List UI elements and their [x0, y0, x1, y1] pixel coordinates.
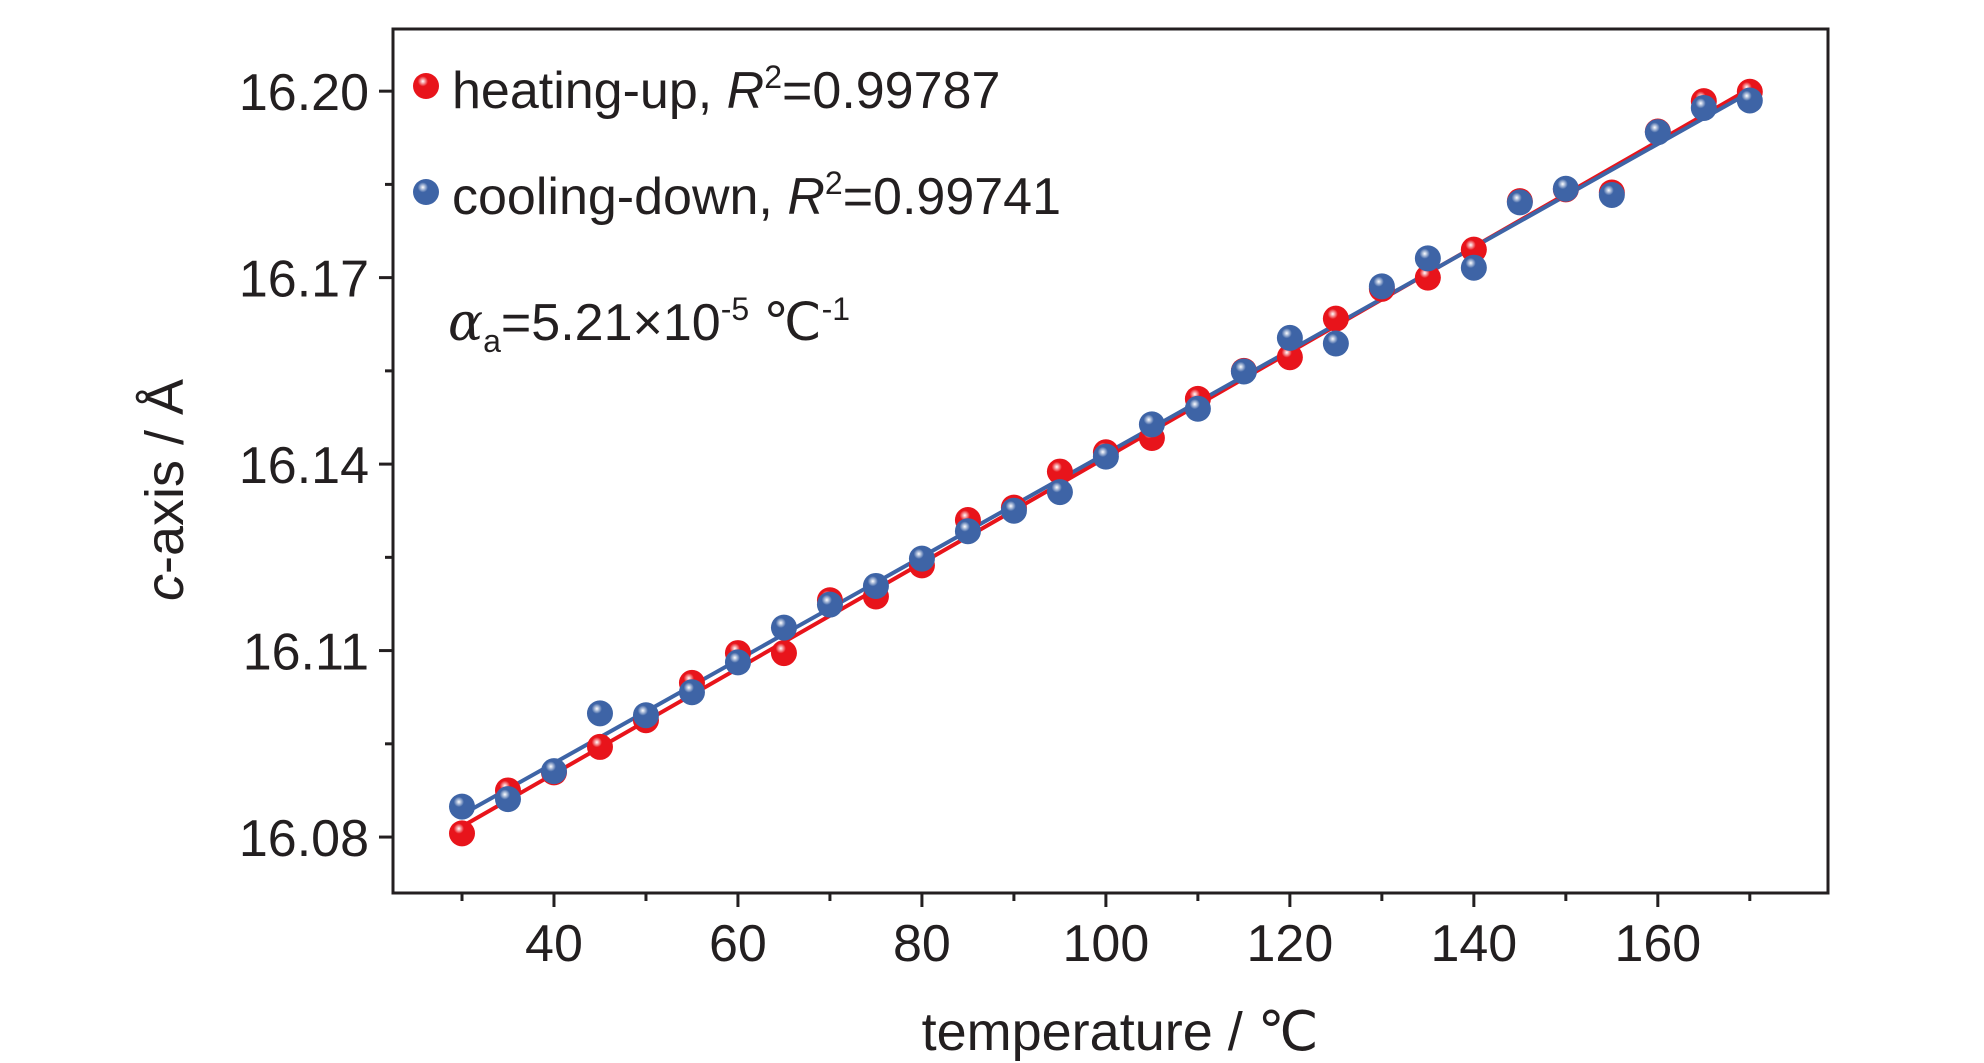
axes: 40 60 80 100 120 140 160 16.08 16.11 16.14 16.17 16… [239, 27, 1830, 973]
x-tick-label: 40 [525, 915, 583, 973]
y-tick-label: 16.08 [239, 810, 369, 868]
data-point-cooling-down [1000, 497, 1027, 524]
data-point-cooling-down [1552, 175, 1579, 202]
data-point-cooling-down [908, 545, 935, 572]
expansion-coefficient-annotation: αa=5.21×10-5 ℃-1 [448, 291, 850, 359]
data-point-heating-up [586, 733, 613, 760]
data-point-cooling-down [586, 700, 613, 727]
data-point-cooling-down [816, 591, 843, 618]
data-point-cooling-down [1276, 324, 1303, 351]
series-cooling-down [448, 87, 1763, 820]
legend-label-heating-up: heating-up, R2=0.99787 [452, 59, 1000, 120]
data-point-cooling-down [1736, 87, 1763, 114]
data-point-cooling-down [1460, 254, 1487, 281]
data-point-cooling-down [1184, 395, 1211, 422]
x-tick-label: 100 [1063, 915, 1150, 973]
y-tick-label: 16.11 [243, 624, 369, 682]
legend-marker-heating-up [413, 73, 439, 99]
data-point-cooling-down [1230, 358, 1257, 385]
x-tick-label: 80 [893, 915, 951, 973]
legend-label-cooling-down: cooling-down, R2=0.99741 [452, 165, 1061, 226]
data-point-cooling-down [770, 614, 797, 641]
y-tick-label: 16.17 [239, 251, 369, 309]
data-point-cooling-down [1322, 330, 1349, 357]
data-point-cooling-down [1092, 443, 1119, 470]
y-tick-label: 16.20 [239, 64, 369, 122]
data-point-cooling-down [954, 518, 981, 545]
data-point-cooling-down [1644, 119, 1671, 146]
data-point-cooling-down [1368, 273, 1395, 300]
data-point-cooling-down [724, 649, 751, 676]
data-point-cooling-down [448, 793, 475, 820]
legend: heating-up, R2=0.99787 cooling-down, R2=… [413, 59, 1061, 226]
y-axis-title: c-axis / Å [135, 379, 195, 601]
data-point-heating-up [1046, 458, 1073, 485]
data-points [448, 78, 1763, 847]
data-point-cooling-down [1506, 189, 1533, 216]
x-tick-label: 140 [1430, 915, 1517, 973]
data-point-cooling-down [678, 679, 705, 706]
data-point-cooling-down [862, 572, 889, 599]
x-tick-label: 120 [1246, 915, 1333, 973]
data-point-heating-up [1414, 264, 1441, 291]
y-tick-label: 16.14 [239, 437, 369, 495]
data-point-cooling-down [1046, 479, 1073, 506]
data-point-cooling-down [494, 786, 521, 813]
x-tick-label: 160 [1614, 915, 1701, 973]
data-point-cooling-down [1598, 181, 1625, 208]
data-point-heating-up [1460, 236, 1487, 263]
data-point-cooling-down [540, 758, 567, 785]
data-point-heating-up [448, 820, 475, 847]
x-tick-label: 60 [709, 915, 767, 973]
legend-marker-cooling-down [413, 179, 439, 205]
data-point-heating-up [1322, 305, 1349, 332]
x-axis-title: temperature / ℃ [922, 1002, 1319, 1062]
data-point-cooling-down [1690, 94, 1717, 121]
data-point-cooling-down [1138, 411, 1165, 438]
plot-frame [391, 27, 1830, 895]
data-point-heating-up [1276, 344, 1303, 371]
data-point-heating-up [770, 640, 797, 667]
data-point-cooling-down [1414, 245, 1441, 272]
data-point-cooling-down [632, 702, 659, 729]
